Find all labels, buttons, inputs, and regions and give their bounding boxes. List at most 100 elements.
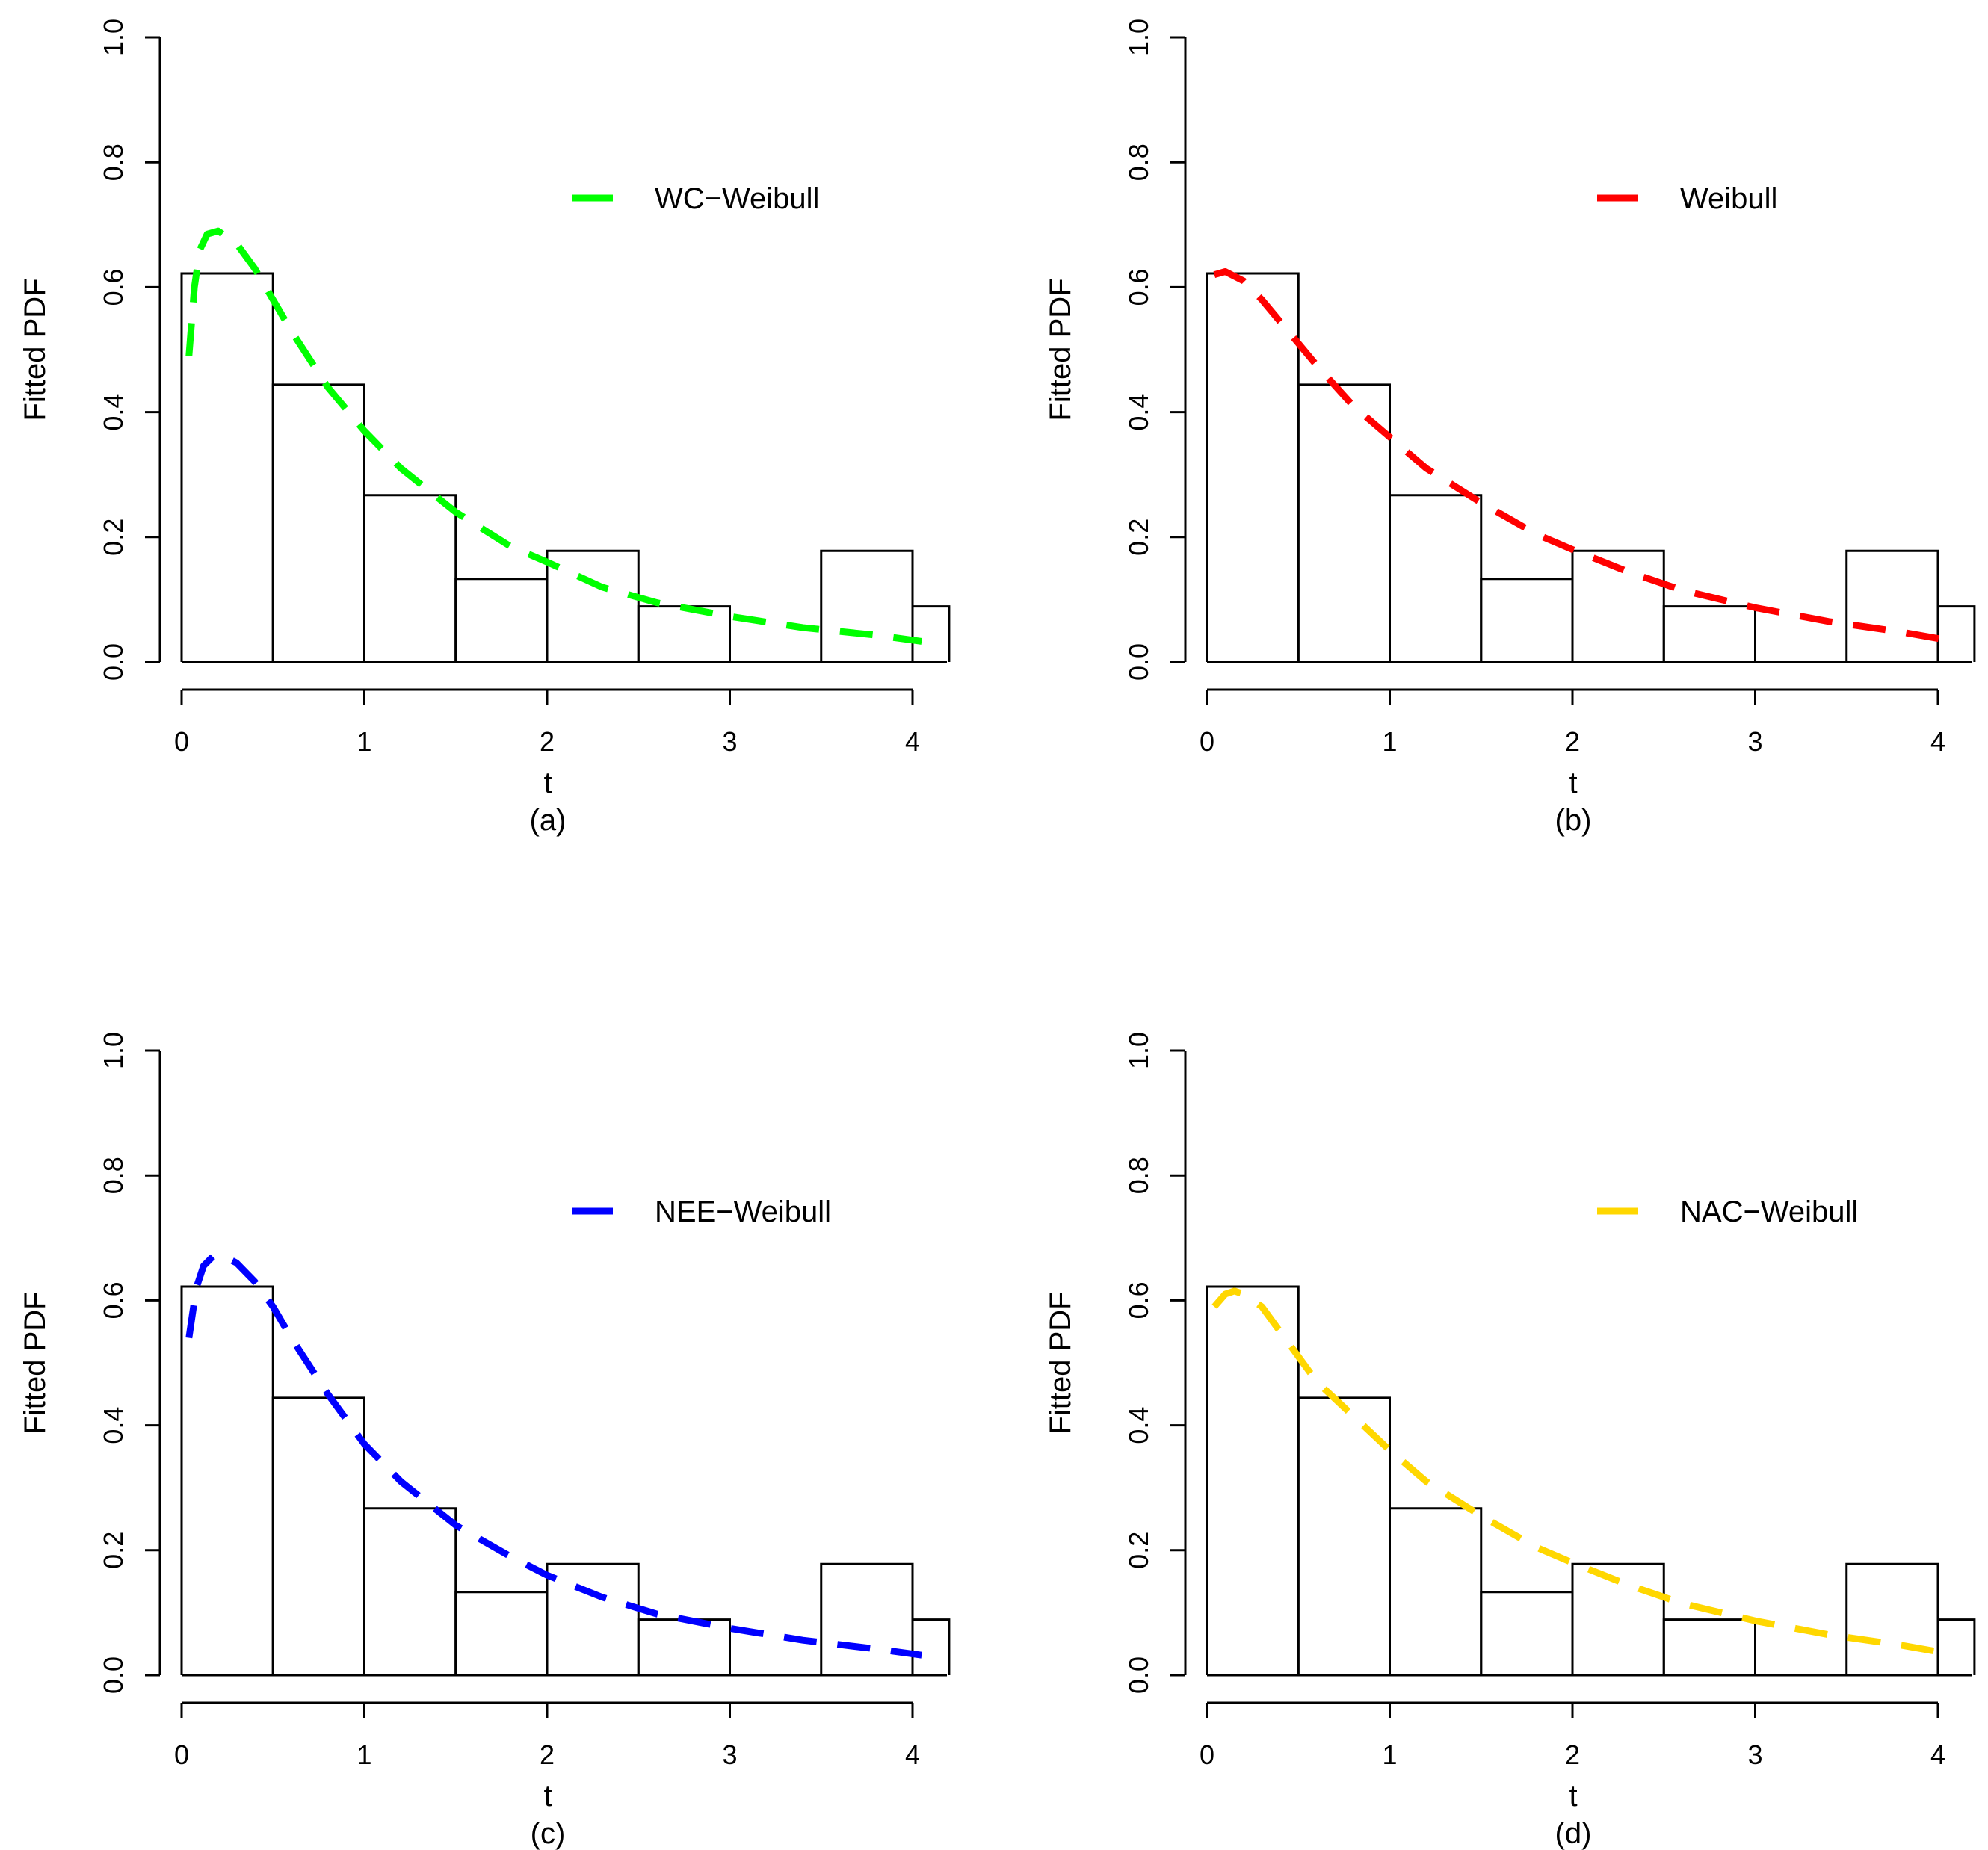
y-tick-label: 0.0: [98, 643, 129, 681]
fitted-pdf-line: [1211, 1287, 1948, 1657]
histogram-bar: [1845, 549, 1939, 662]
legend: WC−Weibull: [572, 182, 819, 215]
x-tick-label: 2: [540, 726, 555, 757]
y-tick-label: 1.0: [1123, 19, 1154, 56]
y-tick-label: 1.0: [98, 19, 129, 56]
histogram-bar: [1845, 1562, 1939, 1675]
histogram-bar: [637, 1618, 731, 1675]
x-tick-label: 4: [905, 1739, 920, 1770]
x-tick-label: 1: [356, 726, 371, 757]
x-tick-label: 4: [1930, 726, 1945, 757]
y-tick-label: 0.8: [98, 143, 129, 181]
x-tick-label: 0: [174, 726, 189, 757]
x-axis-label: t: [543, 767, 552, 799]
x-tick-label: 0: [1200, 1739, 1214, 1770]
histogram-bar: [363, 494, 457, 662]
x-tick-label: 4: [905, 726, 920, 757]
y-tick-label: 0.8: [1123, 143, 1154, 181]
histogram-bar: [1480, 578, 1574, 662]
histogram-bar: [637, 605, 731, 662]
histogram-bar: [1206, 272, 1300, 662]
y-tick-label: 0.4: [1123, 1407, 1154, 1444]
x-tick-label: 2: [1565, 726, 1580, 757]
histogram-bar: [1389, 494, 1483, 662]
legend-label: WC−Weibull: [655, 182, 819, 215]
histogram-bars: [180, 272, 951, 662]
histogram-bar: [180, 1285, 274, 1675]
histogram-bar: [271, 383, 365, 662]
histogram-bar: [820, 549, 914, 662]
legend-label: Weibull: [1680, 182, 1777, 215]
x-tick-label: 3: [722, 726, 737, 757]
histogram-bars: [1206, 272, 1976, 662]
chart-panel: 0.0 0.2 0.4 0.6 0.8 1.0 0 1 2 3 4 t (d) Fitted PDF NAC…: [1044, 1032, 1976, 1850]
x-tick-label: 1: [356, 1739, 371, 1770]
x-tick-label: 0: [1200, 726, 1214, 757]
y-tick-label: 1.0: [98, 1032, 129, 1069]
histogram-bar: [454, 1591, 549, 1675]
histogram-bars: [1206, 1285, 1976, 1675]
histogram-bar: [271, 1396, 365, 1675]
fitted-pdf-line: [185, 1252, 922, 1659]
x-tick-label: 1: [1382, 726, 1397, 757]
y-axis-label: Fitted PDF: [19, 1291, 52, 1434]
histogram-bar: [546, 549, 640, 662]
histogram-bar: [363, 1507, 457, 1675]
legend: NAC−Weibull: [1597, 1195, 1858, 1228]
y-tick-label: 1.0: [1123, 1032, 1154, 1069]
histogram-bar: [180, 272, 274, 662]
histogram-bar: [911, 605, 951, 662]
y-tick-label: 0.0: [1123, 643, 1154, 681]
y-axis-label: Fitted PDF: [1044, 1291, 1077, 1434]
y-tick-label: 0.4: [98, 394, 129, 431]
y-tick-label: 0.0: [1123, 1656, 1154, 1694]
panel-label: (c): [531, 1817, 566, 1850]
x-axis-label: t: [543, 1780, 552, 1813]
y-axis-label: Fitted PDF: [19, 278, 52, 421]
y-tick-label: 0.0: [98, 1656, 129, 1694]
histogram-bar: [1662, 605, 1756, 662]
histogram-bar: [1206, 1285, 1300, 1675]
histogram-bar: [454, 578, 549, 662]
y-tick-label: 0.8: [98, 1157, 129, 1194]
x-tick-label: 3: [722, 1739, 737, 1770]
x-tick-label: 2: [540, 1739, 555, 1770]
y-tick-label: 0.2: [1123, 1532, 1154, 1569]
x-tick-label: 3: [1747, 1739, 1762, 1770]
x-tick-label: 2: [1565, 1739, 1580, 1770]
legend: Weibull: [1597, 182, 1777, 215]
y-tick-label: 0.6: [1123, 1281, 1154, 1319]
x-axis-label: t: [1569, 767, 1577, 799]
x-tick-label: 1: [1382, 1739, 1397, 1770]
y-tick-label: 0.2: [98, 1532, 129, 1569]
y-tick-label: 0.4: [1123, 394, 1154, 431]
y-tick-label: 0.4: [98, 1407, 129, 1444]
histogram-bars: [180, 1285, 951, 1675]
y-tick-label: 0.2: [1123, 519, 1154, 556]
histogram-bar: [1936, 605, 1976, 662]
y-axis-label: Fitted PDF: [1044, 278, 1077, 421]
x-tick-label: 3: [1747, 726, 1762, 757]
chart-panel: 0.0 0.2 0.4 0.6 0.8 1.0 0 1 2 3 4 t (c) Fitted PDF NEE…: [19, 1032, 951, 1850]
histogram-bar: [1662, 1618, 1756, 1675]
histogram-bar: [1480, 1591, 1574, 1675]
x-tick-label: 0: [174, 1739, 189, 1770]
chart-panel: 0.0 0.2 0.4 0.6 0.8 1.0 0 1 2 3 4 t (b) Fitted PDF Wei…: [1044, 19, 1976, 837]
x-axis-label: t: [1569, 1780, 1577, 1813]
x-tick-label: 4: [1930, 1739, 1945, 1770]
histogram-bar: [1936, 1618, 1976, 1675]
y-tick-label: 0.6: [1123, 268, 1154, 306]
y-tick-label: 0.6: [98, 268, 129, 306]
panel-label: (d): [1555, 1817, 1592, 1850]
fitted-pdf-line: [185, 227, 922, 645]
histogram-bar: [546, 1562, 640, 1675]
y-tick-label: 0.8: [1123, 1157, 1154, 1194]
legend-label: NEE−Weibull: [655, 1195, 831, 1228]
legend-label: NAC−Weibull: [1680, 1195, 1858, 1228]
histogram-bar: [820, 1562, 914, 1675]
y-tick-label: 0.2: [98, 519, 129, 556]
fitted-pdf-line: [1213, 268, 1948, 644]
histogram-bar: [1389, 1507, 1483, 1675]
histogram-bar: [911, 1618, 951, 1675]
